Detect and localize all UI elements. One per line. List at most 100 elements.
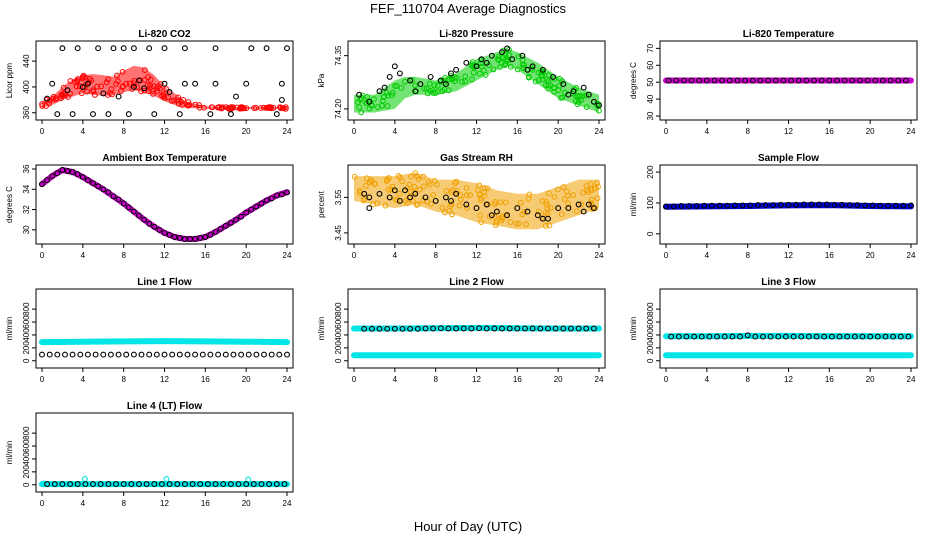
data-point xyxy=(213,81,218,86)
x-tick-label: 0 xyxy=(664,375,669,384)
data-point xyxy=(387,75,392,80)
data-point xyxy=(285,352,290,357)
y-tick-label: 200 xyxy=(22,341,31,355)
y-tick-label: 70 xyxy=(646,43,655,52)
data-point xyxy=(70,352,75,357)
x-tick-label: 20 xyxy=(554,375,563,384)
panel-title: Sample Flow xyxy=(758,153,819,164)
data-point xyxy=(581,85,586,90)
x-tick-label: 4 xyxy=(81,375,86,384)
data-point xyxy=(126,112,131,117)
data-point xyxy=(280,98,285,103)
x-tick-label: 20 xyxy=(554,127,563,136)
panel-title: Line 2 Flow xyxy=(449,277,504,288)
y-axis-label: Licor ppm xyxy=(5,63,14,98)
x-tick-label: 16 xyxy=(825,375,834,384)
data-point xyxy=(162,46,167,51)
data-point xyxy=(367,206,372,211)
panel-title: Li-820 Temperature xyxy=(743,29,835,40)
data-point xyxy=(139,352,144,357)
x-tick-label: 16 xyxy=(825,127,834,136)
data-point xyxy=(244,81,249,86)
y-axis-label: ml/min xyxy=(629,317,638,341)
x-tick-label: 0 xyxy=(40,127,45,136)
data-point xyxy=(147,46,152,51)
y-tick-label: 74.35 xyxy=(334,45,343,66)
data-point xyxy=(277,352,282,357)
y-tick-label: 32 xyxy=(22,205,31,214)
x-tick-label: 8 xyxy=(745,251,750,260)
data-point xyxy=(223,352,228,357)
y-tick-label: 30 xyxy=(22,225,31,234)
x-tick-label: 4 xyxy=(393,251,398,260)
x-tick-label: 24 xyxy=(907,127,916,136)
data-point xyxy=(96,46,101,51)
y-tick-label: 400 xyxy=(22,328,31,342)
x-tick-label: 24 xyxy=(283,251,292,260)
y-axis-label: degrees C xyxy=(5,186,14,223)
data-point xyxy=(170,352,175,357)
x-tick-label: 12 xyxy=(160,375,169,384)
x-tick-label: 12 xyxy=(472,375,481,384)
x-tick-label: 8 xyxy=(121,375,126,384)
x-tick-label: 8 xyxy=(121,251,126,260)
data-point xyxy=(121,46,126,51)
x-tick-label: 12 xyxy=(160,251,169,260)
x-tick-label: 24 xyxy=(907,251,916,260)
y-tick-label: 30 xyxy=(646,111,655,120)
data-point xyxy=(132,352,137,357)
y-axis-label: ml/min xyxy=(629,193,638,217)
y-tick-label: 600 xyxy=(646,315,655,329)
panel-title: Li-820 CO2 xyxy=(138,29,191,40)
x-tick-label: 20 xyxy=(242,251,251,260)
x-tick-label: 20 xyxy=(242,499,251,508)
data-point xyxy=(55,352,60,357)
data-point xyxy=(428,75,433,80)
data-point xyxy=(183,46,188,51)
x-tick-label: 16 xyxy=(513,251,522,260)
data-point xyxy=(208,352,213,357)
data-point xyxy=(70,112,75,117)
y-tick-label: 600 xyxy=(22,439,31,453)
data-point xyxy=(213,46,218,51)
x-tick-label: 4 xyxy=(705,251,710,260)
y-tick-label: 74.20 xyxy=(334,98,343,119)
data-point xyxy=(249,46,254,51)
data-point xyxy=(183,81,188,86)
panel-title: Line 4 (LT) Flow xyxy=(127,401,203,412)
data-point xyxy=(147,352,152,357)
y-axis-label: ml/min xyxy=(5,317,14,341)
data-point xyxy=(208,112,213,117)
x-tick-label: 4 xyxy=(393,127,398,136)
x-tick-label: 12 xyxy=(160,127,169,136)
data-point xyxy=(285,46,290,51)
data-point xyxy=(78,352,83,357)
data-point xyxy=(40,352,45,357)
y-tick-label: 34 xyxy=(22,184,31,193)
y-tick-label: 0 xyxy=(22,358,31,363)
y-tick-label: 0 xyxy=(646,231,655,236)
x-tick-label: 8 xyxy=(433,127,438,136)
data-point xyxy=(132,46,137,51)
data-point xyxy=(93,352,98,357)
data-point xyxy=(398,71,403,76)
y-tick-label: 0 xyxy=(646,358,655,363)
x-tick-label: 16 xyxy=(513,375,522,384)
y-tick-label: 0 xyxy=(334,358,343,363)
x-tick-label: 20 xyxy=(866,251,875,260)
data-point xyxy=(109,352,114,357)
data-point xyxy=(264,46,269,51)
data-point xyxy=(91,112,96,117)
panel-title: Ambient Box Temperature xyxy=(102,153,227,164)
data-point xyxy=(60,46,65,51)
data-point xyxy=(392,64,397,69)
x-tick-label: 4 xyxy=(393,375,398,384)
y-tick-label: 400 xyxy=(22,452,31,466)
y-tick-label: 400 xyxy=(334,328,343,342)
data-point xyxy=(177,112,182,117)
